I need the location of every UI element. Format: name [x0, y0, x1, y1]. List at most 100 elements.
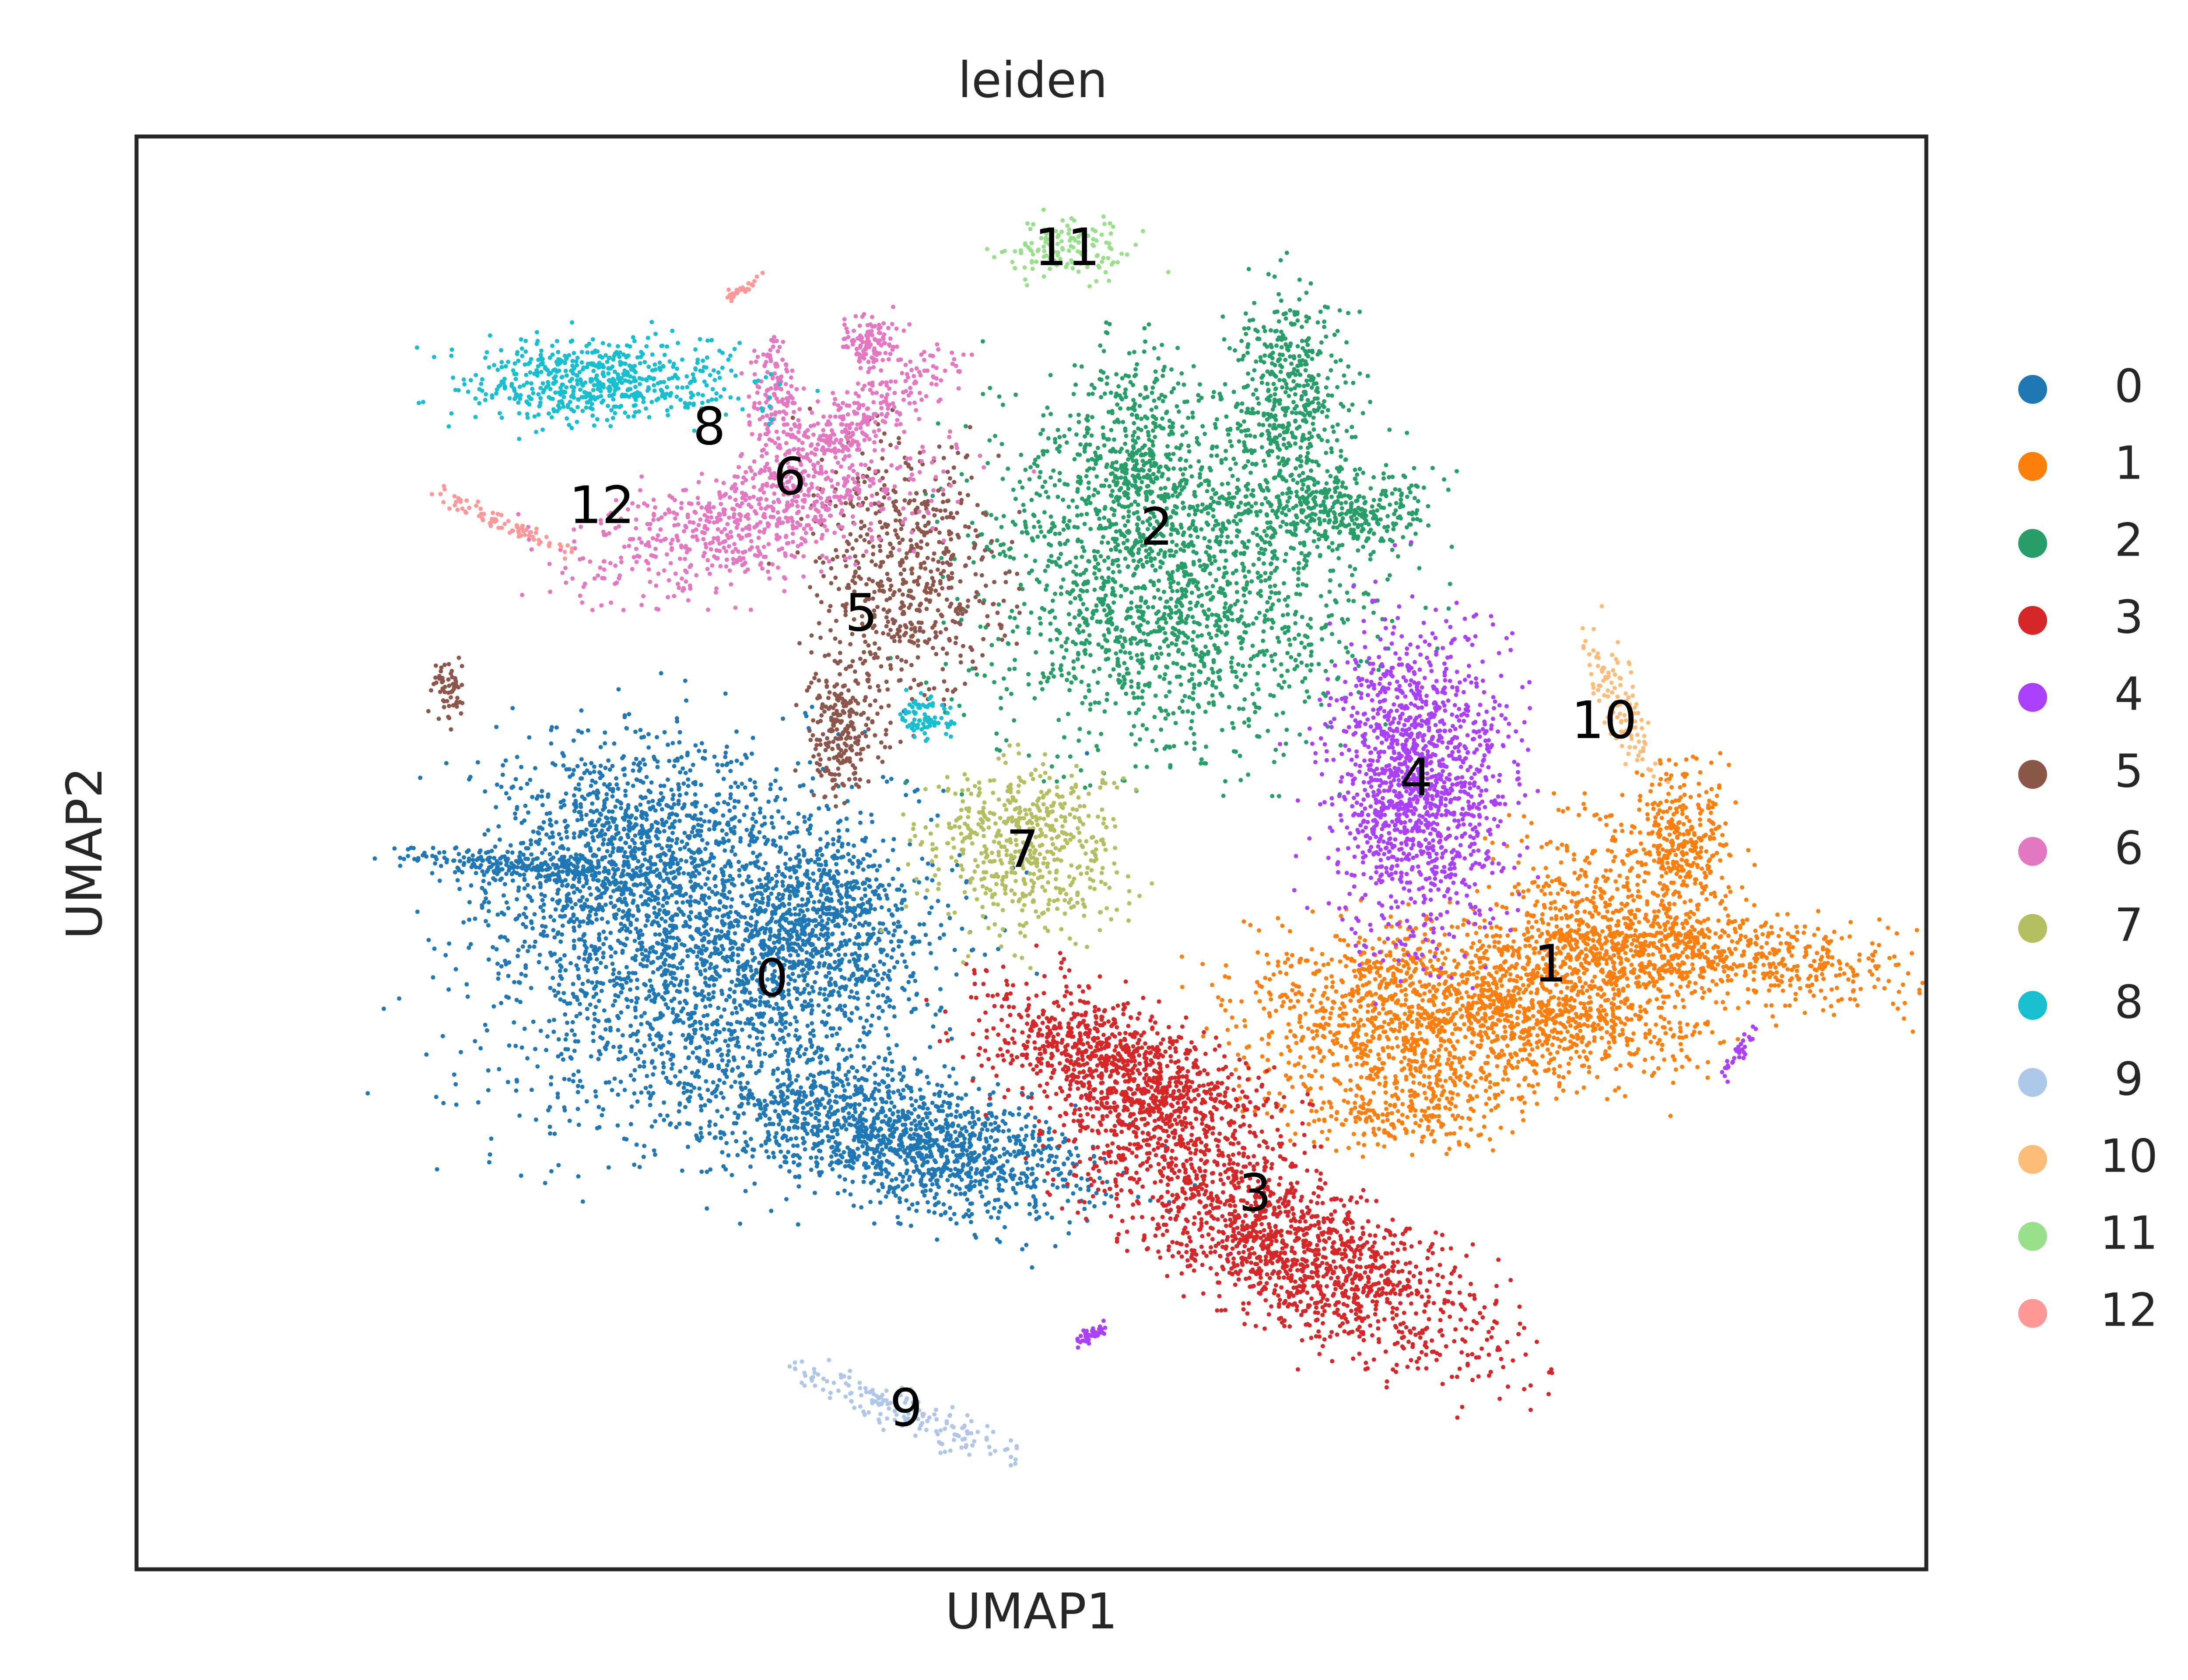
data-point [642, 1011, 647, 1015]
data-point [942, 1064, 947, 1069]
data-point [936, 899, 940, 903]
data-point [694, 1004, 698, 1008]
data-point [958, 1114, 963, 1119]
data-point [972, 1232, 977, 1237]
data-point [749, 792, 754, 797]
data-point [627, 971, 631, 975]
data-point [511, 784, 515, 789]
data-point [668, 935, 673, 940]
data-point [690, 1023, 695, 1028]
data-point [826, 1012, 831, 1017]
data-point [596, 1057, 601, 1061]
data-point [1046, 1144, 1051, 1148]
data-point [675, 868, 680, 872]
data-point [984, 1185, 989, 1190]
data-point [916, 1145, 921, 1150]
data-point [649, 780, 654, 785]
data-point [743, 1085, 748, 1090]
data-point [1037, 1215, 1041, 1220]
data-point [875, 1163, 880, 1168]
data-point [720, 763, 725, 767]
data-point [639, 1090, 644, 1095]
data-point [828, 1099, 832, 1103]
data-point [662, 962, 667, 967]
data-point [740, 781, 744, 786]
data-point [766, 799, 771, 804]
data-point [611, 846, 616, 850]
data-point [707, 886, 712, 891]
data-point [997, 1209, 1002, 1214]
data-point [889, 939, 894, 944]
data-point [750, 816, 755, 821]
data-point [925, 876, 929, 881]
data-point [809, 1090, 814, 1095]
data-point [906, 980, 911, 984]
data-point [803, 1128, 808, 1133]
data-point [648, 806, 652, 811]
data-point [869, 1023, 873, 1028]
data-point [805, 1023, 810, 1028]
data-point [598, 832, 603, 837]
data-point [409, 845, 414, 850]
data-point [623, 880, 628, 885]
data-point [683, 1065, 688, 1070]
data-point [796, 1184, 801, 1189]
data-point [536, 830, 540, 835]
data-point [785, 1095, 790, 1100]
data-point [433, 861, 438, 866]
data-point [954, 1221, 959, 1226]
data-point [910, 1182, 915, 1187]
data-point [529, 1088, 534, 1092]
data-point [483, 1022, 487, 1027]
data-point [669, 980, 673, 985]
data-point [798, 784, 803, 788]
data-point [721, 888, 726, 893]
data-point [831, 837, 835, 842]
data-point [624, 936, 629, 941]
data-point [562, 858, 567, 863]
data-point [802, 1052, 807, 1057]
data-point [926, 1168, 931, 1172]
data-point [948, 1205, 953, 1210]
data-point [601, 981, 605, 986]
data-point [552, 935, 557, 940]
data-point [919, 1152, 924, 1157]
data-point [677, 1121, 682, 1126]
data-point [842, 1057, 847, 1062]
data-point [811, 1132, 816, 1137]
data-point [884, 1158, 889, 1163]
data-point [730, 1130, 735, 1135]
data-point [817, 1148, 821, 1153]
data-point [998, 1188, 1002, 1193]
data-point [766, 903, 771, 907]
data-point [636, 859, 641, 864]
data-point [939, 1213, 943, 1218]
data-point [933, 1012, 938, 1017]
data-point [928, 1149, 933, 1154]
data-point [662, 784, 666, 788]
data-point [629, 891, 634, 896]
data-point [746, 903, 750, 907]
data-point [949, 1113, 954, 1117]
data-point [465, 994, 470, 999]
data-point [596, 998, 601, 1003]
data-point [1098, 1176, 1102, 1180]
data-point [949, 1036, 954, 1041]
data-point [620, 846, 624, 851]
data-point [565, 1032, 569, 1037]
data-point [935, 1082, 940, 1087]
data-point [839, 960, 844, 965]
data-point [540, 794, 544, 799]
data-point [607, 809, 611, 814]
data-point [549, 1169, 554, 1174]
data-point [775, 794, 779, 799]
data-point [661, 878, 666, 883]
data-point [587, 914, 592, 918]
data-point [633, 1052, 638, 1057]
data-point [596, 895, 601, 900]
data-point [1060, 1132, 1065, 1137]
data-point [608, 1026, 613, 1030]
data-point [1066, 1156, 1070, 1161]
data-point [662, 1100, 666, 1105]
data-point [863, 1106, 867, 1111]
